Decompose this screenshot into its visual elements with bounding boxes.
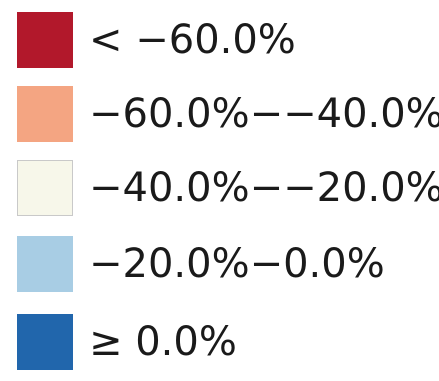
legend-label: −40.0%−−20.0% — [89, 165, 439, 211]
legend-swatch — [17, 12, 73, 68]
legend-label: < −60.0% — [89, 17, 296, 63]
color-legend: < −60.0% −60.0%−−40.0% −40.0%−−20.0% −20… — [17, 0, 439, 381]
legend-item: ≥ 0.0% — [17, 312, 237, 372]
legend-item: −40.0%−−20.0% — [17, 158, 439, 218]
legend-swatch — [17, 314, 73, 370]
legend-label: −20.0%−0.0% — [89, 241, 385, 287]
legend-swatch — [17, 160, 73, 216]
legend-swatch — [17, 236, 73, 292]
legend-item: −60.0%−−40.0% — [17, 84, 439, 144]
legend-item: < −60.0% — [17, 10, 296, 70]
legend-label: ≥ 0.0% — [89, 319, 237, 365]
legend-item: −20.0%−0.0% — [17, 234, 385, 294]
legend-label: −60.0%−−40.0% — [89, 91, 439, 137]
legend-swatch — [17, 86, 73, 142]
